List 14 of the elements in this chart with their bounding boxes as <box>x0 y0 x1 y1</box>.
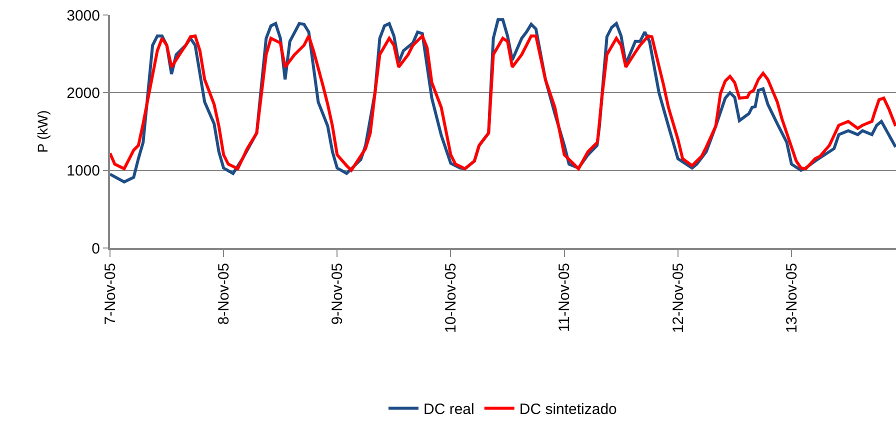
x-tick-label: 10-Nov-05 <box>442 263 460 334</box>
legend-label: DC real <box>424 401 474 418</box>
y-axis-title: P (kW) <box>34 110 51 153</box>
x-tick-label: 9-Nov-05 <box>329 263 346 325</box>
y-tick-label: 3000 <box>66 7 100 24</box>
x-tick-label: 13-Nov-05 <box>783 263 800 334</box>
x-tick-label: 7-Nov-05 <box>102 263 119 325</box>
y-tick-label: 1000 <box>66 162 100 180</box>
x-tick-label: 8-Nov-05 <box>215 263 232 325</box>
y-tick-label: 0 <box>92 240 100 258</box>
y-tick-label: 2000 <box>66 84 100 102</box>
x-tick-label: 12-Nov-05 <box>670 263 687 334</box>
x-tick-label: 11-Nov-05 <box>556 263 574 332</box>
legend-label: DC sintetizado <box>519 401 617 418</box>
